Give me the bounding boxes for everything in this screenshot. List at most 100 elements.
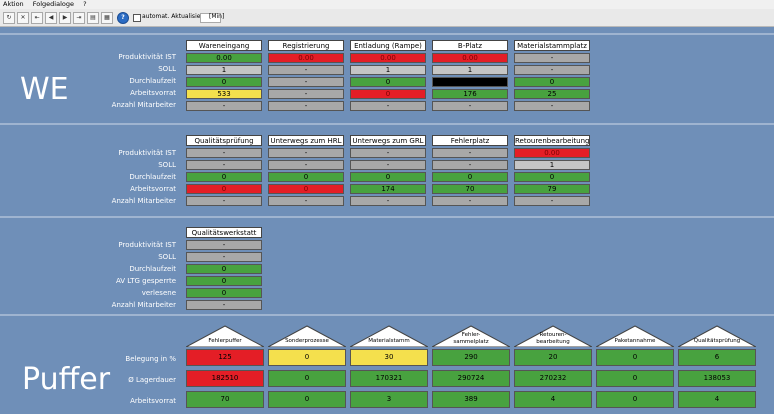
toolbar: ↻ ✕ ⇤ ◀ ▶ ⇥ ▤ ▦ ? automat. Aktualisierun… [0,9,774,27]
kpi-cell: 0 [514,172,590,182]
row-label: Durchlaufzeit [129,265,176,273]
kpi-cell: 0.00 [514,148,590,158]
help-icon[interactable]: ? [117,12,129,24]
kpi-cell: - [268,148,344,158]
export-icon[interactable]: ▦ [101,12,113,24]
divider [0,123,774,125]
buffer-cell: 290 [432,349,510,366]
menu-folgedialoge[interactable]: Folgedialoge [32,0,74,8]
next-icon[interactable]: ▶ [59,12,71,24]
divider [0,314,774,316]
buffer-card[interactable]: Qualitätsprüfung 6 138053 4 [678,325,756,408]
buffer-card[interactable]: Fehlerpuffer 125 182510 70 [186,325,264,408]
kpi-card[interactable]: Registrierung 0.00 - - - - [268,40,344,111]
interval-input[interactable] [200,13,221,23]
kpi-cell: - [432,148,508,158]
kpi-cell: 0 [350,172,426,182]
kpi-card[interactable]: Qualitätswerkstatt - - 0 0 0 - [186,227,262,310]
buffer-cell: 270232 [514,370,592,387]
kpi-cell: - [268,160,344,170]
kpi-cell: 0 [350,89,426,99]
last-icon[interactable]: ⇥ [73,12,85,24]
buffer-cell: 182510 [186,370,264,387]
buffer-title: Fehlerpuffer [208,338,242,344]
menu-aktion[interactable]: Aktion [3,0,24,8]
kpi-cell [432,77,508,87]
buffer-title: Sonderprozesse [285,338,329,344]
kpi-cell: - [186,240,262,250]
buffer-roof: Qualitätsprüfung [678,325,756,347]
buffer-card[interactable]: Materialstamm 30 170321 3 [350,325,428,408]
buffer-cell: 389 [432,391,510,408]
kpi-cell: 0 [186,276,262,286]
print-icon[interactable]: ▤ [87,12,99,24]
kpi-cell: 0.00 [432,53,508,63]
kpi-card[interactable]: Wareneingang 0.00 1 0 533 - [186,40,262,111]
divider [0,216,774,218]
kpi-cell: 0 [186,184,262,194]
first-icon[interactable]: ⇤ [31,12,43,24]
buffer-cell: 30 [350,349,428,366]
kpi-card[interactable]: Retourenbearbeitung 0.00 1 0 79 - [514,135,590,206]
kpi-card[interactable]: Materialstammplatz - - 0 25 - [514,40,590,111]
row-label: AV LTG gesperrte [115,277,176,285]
stop-icon[interactable]: ✕ [17,12,29,24]
kpi-card[interactable]: Unterwegs zum HRL - - 0 0 - [268,135,344,206]
kpi-cell: 533 [186,89,262,99]
kpi-cell: 25 [514,89,590,99]
buffer-title: Paketannahme [614,338,656,344]
kpi-cell: - [186,160,262,170]
kpi-card[interactable]: Qualitätsprüfung - - 0 0 - [186,135,262,206]
buffer-cell: 0 [268,370,346,387]
kpi-cell: - [514,53,590,63]
kpi-cell: 0 [350,77,426,87]
buffer-cell: 125 [186,349,264,366]
row-label: Arbeitsvorrat [130,185,176,193]
kpi-cell: 176 [432,89,508,99]
buffer-cell: 290724 [432,370,510,387]
kpi-cell: 0 [186,264,262,274]
kpi-cell: 1 [350,65,426,75]
menu-bar: Aktion Folgedialoge ? [0,0,774,9]
kpi-cell: - [268,196,344,206]
card-title: Unterwegs zum HRL [268,135,344,146]
kpi-cell: - [432,196,508,206]
kpi-cell: - [350,196,426,206]
buffer-roof: Sonderprozesse [268,325,346,347]
buffer-title-line-2: sammelplatz [453,339,489,345]
buffer-card[interactable]: Retouren- bearbeitung 20 270232 4 [514,325,592,408]
kpi-card[interactable]: Entladung (Rampe) 0.00 1 0 0 - [350,40,426,111]
kpi-cell: 0 [268,184,344,194]
card-title: Registrierung [268,40,344,51]
card-title: Unterwegs zum GRL [350,135,426,146]
card-title: Materialstammplatz [514,40,590,51]
buffer-card[interactable]: Fehler- sammelplatz 290 290724 389 [432,325,510,408]
buffer-card[interactable]: Paketannahme 0 0 0 [596,325,674,408]
kpi-cell: 0 [186,172,262,182]
buffer-roof: Materialstamm [350,325,428,347]
kpi-card[interactable]: Fehlerplatz - - 0 70 - [432,135,508,206]
menu-help[interactable]: ? [83,0,87,8]
row-label: Durchlaufzeit [129,77,176,85]
row-label: Arbeitsvorrat [130,89,176,97]
kpi-cell: 0 [514,77,590,87]
kpi-card[interactable]: Unterwegs zum GRL - - 0 174 - [350,135,426,206]
kpi-cell: - [514,196,590,206]
kpi-cell: - [350,160,426,170]
buffer-cell: 0 [596,370,674,387]
buffer-cell: 0 [268,391,346,408]
buffer-card[interactable]: Sonderprozesse 0 0 0 [268,325,346,408]
buffer-cell: 3 [350,391,428,408]
auto-refresh-checkbox[interactable] [133,14,141,22]
buffer-cell: 70 [186,391,264,408]
row-label: Produktivität IST [118,149,176,157]
row-label: SOLL [158,161,176,169]
kpi-cell: - [432,160,508,170]
card-title: Qualitätsprüfung [186,135,262,146]
row-label: verlesene [141,289,176,297]
kpi-card[interactable]: B-Platz 0.00 1 176 - [432,40,508,111]
kpi-cell: - [268,89,344,99]
kpi-cell: 1 [432,65,508,75]
refresh-icon[interactable]: ↻ [3,12,15,24]
prev-icon[interactable]: ◀ [45,12,57,24]
